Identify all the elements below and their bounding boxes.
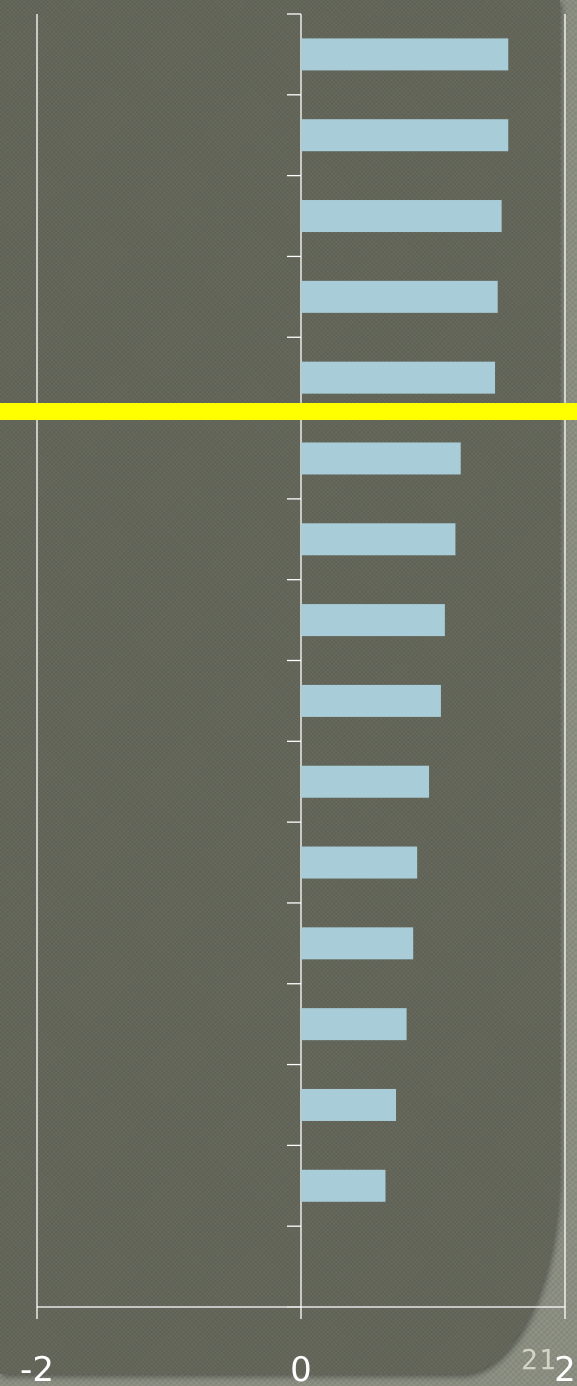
bar: [301, 523, 456, 556]
bar: [301, 280, 498, 313]
bar: [301, 765, 430, 798]
x-tick-label: 0: [290, 1350, 312, 1386]
bar: [301, 119, 509, 152]
chart-bars: [301, 38, 509, 1202]
bar: [301, 684, 441, 717]
bar: [301, 927, 414, 960]
x-tick-label: 2: [554, 1350, 576, 1386]
bar: [301, 1088, 397, 1121]
bar: [301, 442, 461, 475]
bar: [301, 1008, 407, 1041]
bar: [301, 200, 502, 233]
page-number: 21: [521, 1343, 557, 1376]
bar: [301, 361, 496, 394]
highlight-line: [0, 403, 577, 420]
x-tick-label: -2: [20, 1350, 54, 1386]
chart-tick-labels: -2 0 2: [20, 1350, 576, 1386]
bar: [301, 38, 509, 71]
bar: [301, 846, 418, 879]
bar: [301, 604, 445, 637]
bar: [301, 1169, 386, 1202]
